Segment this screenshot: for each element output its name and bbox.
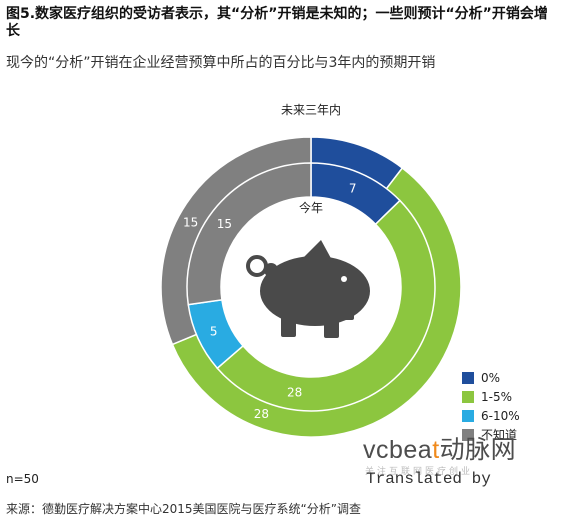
- watermark-tagline: 关注互联网医疗创业: [365, 466, 474, 476]
- outer-ring-label: 未来三年内: [281, 103, 341, 117]
- inner-ring-label-0: 7: [349, 181, 357, 195]
- legend-item-3: 不知道: [462, 425, 520, 444]
- inner-ring-label-1: 28: [287, 386, 302, 400]
- chart-title: 图5.数家医疗组织的受访者表示，其“分析”开销是未知的；一些则预计“分析”开销会…: [6, 6, 548, 39]
- legend-label: 1-5%: [481, 389, 513, 404]
- legend-swatch: [462, 409, 474, 422]
- chart-legend: 0% 1-5% 6-10% 不知道: [462, 368, 520, 444]
- donut-rings: 28 15 7 28 5 15: [160, 136, 462, 438]
- sample-size: n=50: [6, 472, 39, 486]
- outer-ring-label-1: 28: [254, 407, 269, 421]
- piggy-bank-icon: [246, 240, 370, 338]
- inner-ring-slice-3: [186, 162, 312, 306]
- inner-ring-label: 今年: [299, 200, 323, 215]
- legend-label: 不知道: [481, 428, 518, 442]
- legend-swatch: [462, 390, 474, 403]
- inner-ring-label-2: 5: [210, 324, 218, 338]
- legend-item-1: 1-5%: [462, 387, 520, 406]
- legend-swatch: [462, 371, 474, 384]
- legend-swatch: [462, 428, 474, 441]
- legend-label: 0%: [481, 370, 501, 385]
- inner-ring-label-3: 15: [217, 217, 232, 231]
- legend-item-2: 6-10%: [462, 406, 520, 425]
- legend-item-0: 0%: [462, 368, 520, 387]
- watermark-logo: vcbeat动脉网: [363, 436, 517, 464]
- chart-subtitle: 现今的“分析”开销在企业经营预算中所占的百分比与3年内的预期开销: [6, 55, 436, 71]
- inner-ring-slice-1: [216, 199, 436, 412]
- translated-by-text: Translated by: [366, 470, 491, 488]
- source-note: 来源：德勤医疗解决方案中心2015美国医院与医疗系统“分析”调查: [6, 502, 361, 516]
- vcbeat-watermark: vcbeat动脉网 关注互联网医疗创业: [363, 430, 553, 477]
- outer-ring-label-3: 15: [183, 216, 198, 230]
- legend-label: 6-10%: [481, 408, 520, 423]
